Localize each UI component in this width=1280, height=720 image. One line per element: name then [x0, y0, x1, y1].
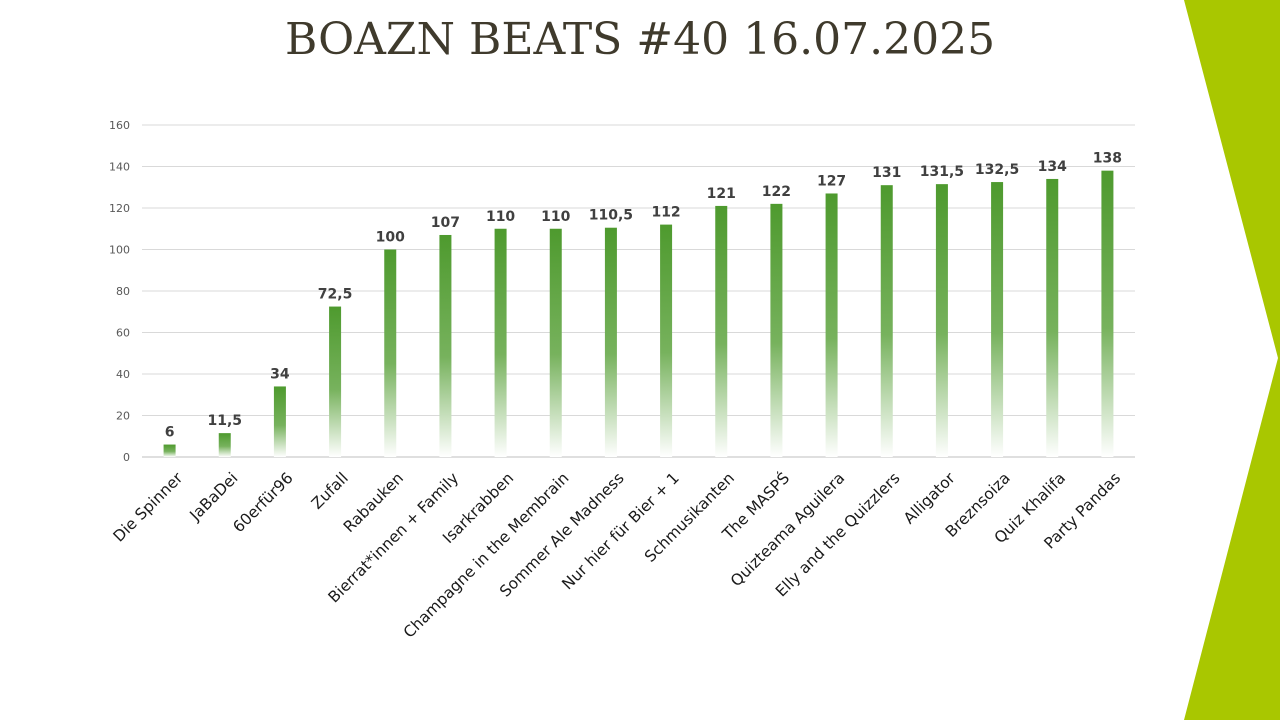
y-tick-label: 60 — [116, 327, 130, 340]
bar — [825, 193, 838, 457]
y-tick-label: 120 — [109, 202, 130, 215]
category-label: Zufall — [308, 469, 352, 513]
data-label: 110,5 — [589, 208, 633, 224]
bar — [715, 205, 728, 457]
y-tick-label: 40 — [116, 368, 130, 381]
data-label: 110 — [541, 209, 570, 225]
y-tick-label: 100 — [109, 244, 130, 257]
data-label: 138 — [1093, 151, 1122, 167]
y-tick-label: 80 — [116, 285, 130, 298]
y-tick-label: 20 — [116, 410, 130, 423]
y-tick-label: 160 — [109, 119, 130, 132]
data-label: 132,5 — [975, 162, 1019, 178]
bar — [549, 228, 562, 457]
bar — [273, 386, 286, 457]
bar — [660, 224, 673, 457]
data-label: 131 — [872, 165, 901, 181]
bar — [991, 182, 1004, 457]
bar — [1101, 170, 1114, 457]
data-label: 122 — [762, 184, 791, 200]
data-label: 107 — [431, 215, 460, 231]
bar — [604, 227, 617, 457]
bar — [935, 184, 948, 457]
data-label: 6 — [165, 425, 175, 441]
data-label: 131,5 — [920, 164, 964, 180]
data-label: 127 — [817, 173, 846, 189]
y-tick-label: 0 — [123, 451, 130, 464]
bars — [163, 170, 1114, 458]
bar — [439, 234, 452, 457]
category-label: Die Spinner — [110, 469, 187, 546]
bar — [1046, 178, 1059, 457]
data-label: 34 — [270, 366, 290, 382]
category-label: JaBaDei — [186, 469, 242, 525]
data-label: 100 — [376, 230, 405, 246]
data-label: 72,5 — [318, 287, 353, 303]
data-label: 11,5 — [207, 413, 242, 429]
bar — [218, 433, 231, 457]
y-axis-ticks: 0 20 40 60 80 100 120 140 160 — [109, 119, 130, 464]
data-labels: 6 11,5 34 72,5 100 107 110 110 110,5 112 121 122 127… — [165, 151, 1122, 441]
bar — [329, 306, 342, 457]
y-tick-label: 140 — [109, 161, 130, 174]
bar — [880, 185, 893, 458]
page-title: BOAZN BEATS #40 16.07.2025 — [284, 14, 996, 65]
bar — [494, 228, 507, 457]
gridlines — [142, 124, 1135, 458]
bar — [770, 203, 783, 457]
category-label: 60erfür96 — [229, 469, 296, 536]
bar — [384, 249, 397, 457]
data-label: 121 — [707, 186, 736, 202]
data-label: 112 — [651, 205, 680, 221]
bar — [163, 444, 176, 457]
data-label: 134 — [1038, 159, 1067, 175]
data-label: 110 — [486, 209, 515, 225]
